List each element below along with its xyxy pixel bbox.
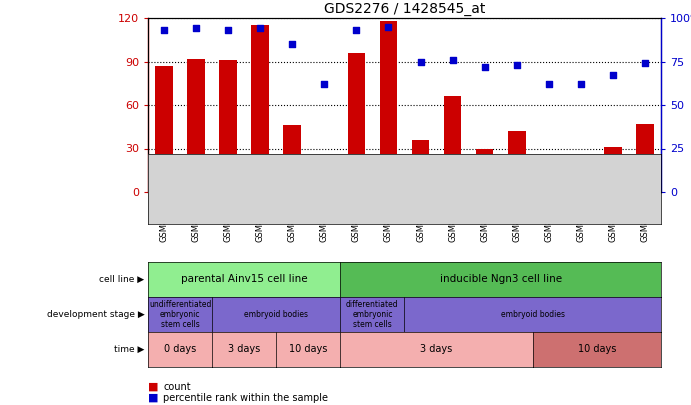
Text: 10 days: 10 days — [289, 345, 328, 354]
Point — [511, 62, 522, 68]
Text: differentiated
embryonic
stem cells: differentiated embryonic stem cells — [346, 300, 399, 329]
Point — [158, 27, 169, 34]
Text: embryoid bodies: embryoid bodies — [244, 310, 308, 319]
Point — [607, 72, 618, 79]
Bar — [155, 66, 173, 192]
Point — [223, 27, 234, 34]
Text: inducible Ngn3 cell line: inducible Ngn3 cell line — [439, 275, 562, 284]
Point — [319, 81, 330, 87]
Bar — [572, 163, 589, 192]
Bar — [476, 149, 493, 192]
Point — [479, 64, 490, 70]
Bar — [252, 25, 269, 192]
Bar — [283, 125, 301, 192]
Point — [576, 81, 587, 87]
Point — [415, 58, 426, 65]
Text: ■: ■ — [148, 393, 158, 403]
Text: parental Ainv15 cell line: parental Ainv15 cell line — [181, 275, 307, 284]
Text: undifferentiated
embryonic
stem cells: undifferentiated embryonic stem cells — [149, 300, 211, 329]
Text: time ▶: time ▶ — [114, 345, 144, 354]
Text: ■: ■ — [148, 382, 158, 392]
Point — [639, 60, 650, 66]
Point — [447, 57, 458, 63]
Point — [543, 81, 554, 87]
Text: development stage ▶: development stage ▶ — [47, 310, 144, 319]
Text: 3 days: 3 days — [228, 345, 261, 354]
Text: cell line ▶: cell line ▶ — [100, 275, 144, 284]
Bar — [219, 60, 237, 192]
Bar — [412, 140, 429, 192]
Bar — [187, 59, 205, 192]
Bar — [444, 96, 462, 192]
Text: embryoid bodies: embryoid bodies — [501, 310, 565, 319]
Text: 10 days: 10 days — [578, 345, 616, 354]
Bar — [540, 159, 558, 192]
Text: percentile rank within the sample: percentile rank within the sample — [163, 393, 328, 403]
Bar — [379, 21, 397, 192]
Bar — [508, 131, 526, 192]
Bar — [316, 160, 333, 192]
Text: 0 days: 0 days — [164, 345, 196, 354]
Text: count: count — [163, 382, 191, 392]
Point — [351, 27, 362, 34]
Point — [287, 41, 298, 47]
Point — [383, 23, 394, 30]
Bar — [348, 53, 366, 192]
Title: GDS2276 / 1428545_at: GDS2276 / 1428545_at — [324, 2, 485, 15]
Point — [191, 25, 202, 32]
Text: 3 days: 3 days — [420, 345, 453, 354]
Bar — [636, 124, 654, 192]
Bar — [604, 147, 622, 192]
Point — [255, 25, 266, 32]
